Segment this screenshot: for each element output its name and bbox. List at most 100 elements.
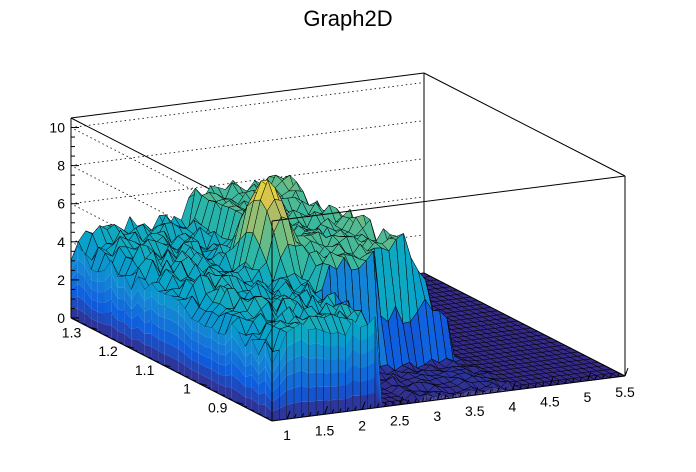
surface-wall — [158, 338, 165, 355]
surface-wall — [330, 332, 339, 348]
surface-wall — [131, 339, 138, 353]
surface-wall — [463, 389, 471, 394]
surface-wall — [265, 367, 272, 393]
surface-wall — [265, 341, 272, 374]
surface-wall — [191, 339, 199, 353]
surface-wall — [279, 332, 287, 362]
surface-wall — [91, 299, 98, 312]
surface-wall — [323, 345, 331, 361]
surface-wall — [178, 336, 185, 354]
surface-wall — [245, 387, 252, 399]
x-minor-tick — [346, 407, 350, 412]
x-minor-tick — [474, 390, 477, 396]
surface-wall — [171, 332, 179, 349]
y-minor-tick — [103, 334, 109, 337]
x-minor-tick — [421, 397, 425, 403]
x-minor-tick — [309, 412, 312, 417]
surface-wall — [286, 373, 295, 391]
surface-wall — [272, 385, 280, 402]
frame-edge — [423, 72, 626, 177]
surface-wall — [316, 328, 324, 346]
surface-wall — [448, 395, 456, 398]
surface-wall — [144, 283, 152, 301]
surface-wall — [360, 394, 368, 410]
surface-wall — [84, 288, 92, 309]
surface-wall — [91, 289, 98, 302]
surface-wall — [251, 363, 259, 385]
y-minor-tick — [198, 383, 204, 386]
surface-wall — [144, 321, 152, 334]
surface-wall — [238, 332, 246, 357]
z-tick-label: 6 — [57, 196, 65, 212]
surface-wall — [158, 350, 165, 367]
surface-wall — [178, 324, 185, 343]
surface-wall — [138, 327, 145, 345]
surface-wall — [448, 394, 456, 398]
surface-wall — [352, 335, 361, 355]
surface-wall — [375, 347, 383, 407]
surface-wall — [158, 291, 165, 306]
x-minor-tick — [564, 379, 567, 384]
surface-wall — [198, 321, 205, 337]
surface-wall — [455, 394, 464, 396]
surface-wall — [470, 392, 478, 394]
surface-wall — [279, 375, 287, 397]
surface-wall — [205, 346, 212, 359]
x-minor-tick — [331, 409, 335, 414]
z-gridline — [70, 82, 425, 128]
y-minor-tick — [89, 326, 94, 329]
x-minor-tick — [391, 401, 395, 406]
x-minor-tick — [376, 403, 380, 408]
x-minor-tick — [496, 388, 500, 393]
y-minor-tick — [220, 394, 225, 397]
surface-wall — [338, 399, 346, 413]
x-minor-tick — [444, 394, 447, 400]
x-tick-label: 1.5 — [315, 422, 335, 438]
surface-wall — [144, 308, 152, 323]
x-minor-tick — [481, 390, 485, 395]
surface-wall — [441, 395, 449, 398]
surface-wall — [245, 363, 252, 377]
y-minor-tick — [74, 319, 79, 322]
surface-wall — [323, 386, 331, 401]
y-minor-tick — [242, 405, 247, 408]
surface-wall — [138, 302, 145, 323]
surface-wall — [124, 310, 132, 330]
surface-wall — [470, 393, 478, 395]
surface-wall — [191, 318, 199, 333]
surface-wall — [426, 396, 434, 399]
frame-edge — [423, 272, 626, 377]
x-minor-tick — [519, 385, 522, 390]
surface-wall — [272, 408, 280, 421]
surface-wall — [231, 374, 239, 392]
x-minor-tick — [436, 395, 440, 401]
y-minor-tick — [118, 341, 123, 344]
surface-wall — [198, 332, 205, 347]
surface-wall — [158, 315, 165, 330]
surface-wall — [338, 332, 346, 349]
frame-edge — [271, 175, 626, 222]
surface-wall — [198, 342, 205, 357]
surface-wall — [338, 372, 346, 387]
surface-wall — [178, 312, 185, 332]
surface-wall — [158, 327, 165, 342]
surface-wall — [294, 401, 302, 419]
surface-wall — [117, 298, 125, 311]
y-minor-tick — [147, 356, 152, 359]
surface-wall — [84, 264, 92, 290]
y-minor-tick — [133, 349, 138, 352]
surface-wall — [375, 392, 383, 408]
surface-wall — [294, 338, 302, 358]
surface-wall — [178, 348, 185, 366]
surface-wall — [245, 339, 252, 357]
surface-wall — [463, 393, 471, 396]
x-minor-tick — [617, 372, 620, 378]
x-minor-tick — [466, 391, 470, 397]
surface-wall — [71, 246, 78, 270]
surface-wall — [218, 343, 226, 356]
surface-wall — [258, 379, 266, 395]
surface-wall — [272, 361, 280, 383]
surface-wall — [323, 359, 331, 374]
surface-wall — [151, 333, 159, 351]
